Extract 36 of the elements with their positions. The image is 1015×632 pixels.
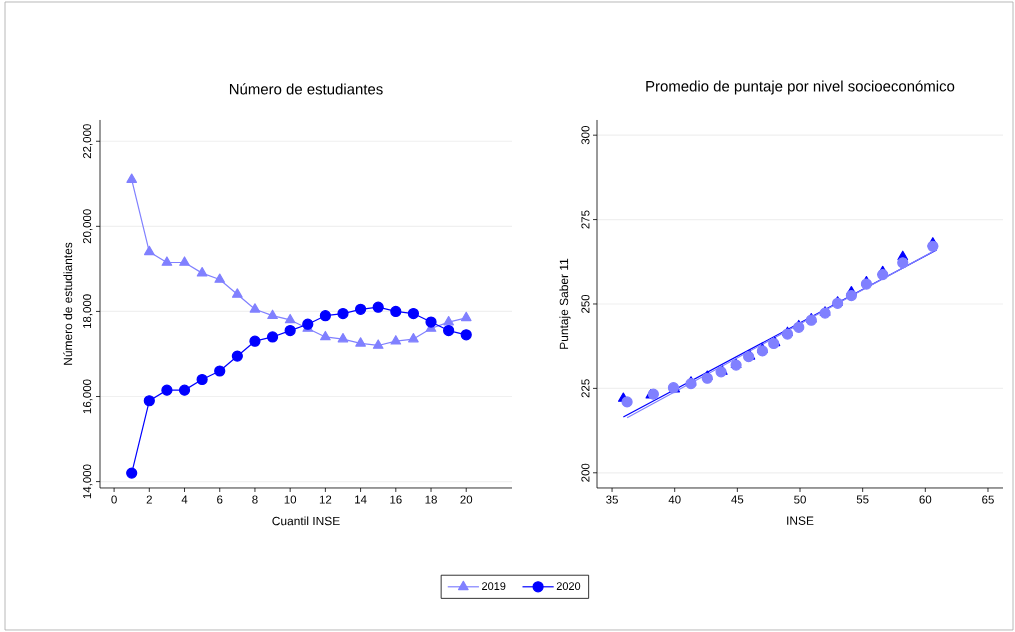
y-tick-label: 18,000 xyxy=(83,294,93,329)
legend-label: 2019 xyxy=(482,582,506,590)
x-tick-label: 45 xyxy=(731,495,744,504)
x-axis-title: INSE xyxy=(787,516,814,525)
x-tick-label: 6 xyxy=(217,495,223,504)
x-tick-label: 0 xyxy=(111,495,117,504)
x-tick-label: 20 xyxy=(460,495,473,504)
x-tick-label: 55 xyxy=(856,495,869,504)
x-tick-label: 14 xyxy=(355,495,367,504)
x-tick-label: 16 xyxy=(390,495,402,504)
x-tick-label: 35 xyxy=(606,495,618,504)
x-tick-label: 12 xyxy=(319,495,332,504)
chart-title: Número de estudiantes xyxy=(229,83,383,95)
y-tick-label: 20,000 xyxy=(83,209,93,244)
x-tick-label: 65 xyxy=(982,495,994,504)
y-tick-label: 22,000 xyxy=(83,124,93,159)
y-tick-label: 225 xyxy=(581,379,590,398)
x-axis-title: Cuantil INSE xyxy=(272,516,340,526)
y-tick-label: 300 xyxy=(581,126,590,145)
y-tick-label: 275 xyxy=(581,210,590,229)
y-tick-label: 250 xyxy=(581,294,590,313)
x-tick-label: 60 xyxy=(919,495,932,504)
x-tick-label: 18 xyxy=(425,495,437,504)
x-tick-label: 2 xyxy=(146,495,152,504)
y-axis-title: Número de estudiantes xyxy=(63,242,73,365)
y-tick-label: 14,000 xyxy=(83,464,93,499)
x-tick-label: 10 xyxy=(284,495,297,504)
x-tick-label: 8 xyxy=(252,495,258,504)
y-tick-label: 200 xyxy=(581,463,590,482)
y-axis-title: Puntaje Saber 11 xyxy=(559,258,571,349)
x-tick-label: 40 xyxy=(668,495,681,504)
x-tick-label: 50 xyxy=(794,495,806,504)
chart-title: Promedio de puntaje por nivel socioeconómico xyxy=(646,80,955,95)
x-tick-label: 4 xyxy=(181,495,188,504)
y-tick-label: 16,000 xyxy=(83,379,93,414)
legend-label: 2020 xyxy=(556,582,581,590)
